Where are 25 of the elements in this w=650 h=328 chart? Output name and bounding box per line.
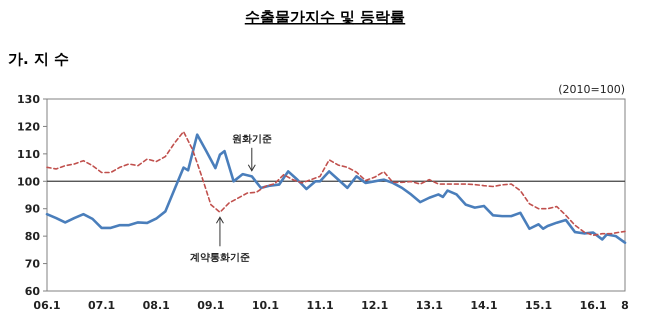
x-tick-label: 09.1 [197, 299, 224, 312]
x-tick-label: 14.1 [470, 299, 498, 312]
y-tick-label: 90 [24, 202, 40, 216]
x-tick-label: 13.1 [416, 299, 443, 312]
y-tick-label: 120 [17, 120, 40, 134]
x-tick-label: 06.1 [33, 299, 61, 312]
x-tick-label: 15.1 [524, 299, 552, 312]
y-tick-label: 130 [17, 93, 40, 106]
y-tick-label: 110 [17, 148, 40, 161]
x-tick-label: 8 [621, 299, 629, 312]
y-tick-label: 60 [24, 285, 40, 298]
y-tick-label: 80 [24, 230, 40, 244]
x-tick-label: 11.1 [306, 299, 334, 312]
annotation: 계약통화기준 [190, 252, 250, 264]
x-tick-label: 10.1 [252, 299, 280, 312]
y-tick-label: 70 [24, 258, 40, 271]
annotation: 원화기준 [232, 134, 272, 145]
x-tick-label: 12.1 [361, 299, 388, 312]
y-tick-label: 100 [17, 175, 40, 188]
text: (2010=100) [558, 83, 625, 96]
chart-subtitle: 가. 지 수 [8, 50, 70, 68]
x-tick-label: 07.1 [88, 299, 116, 312]
x-tick-label: 08.1 [142, 299, 170, 312]
x-tick-label: 16.1 [580, 299, 607, 312]
chart-title: 수출물가지수 및 등락률 [244, 8, 406, 26]
